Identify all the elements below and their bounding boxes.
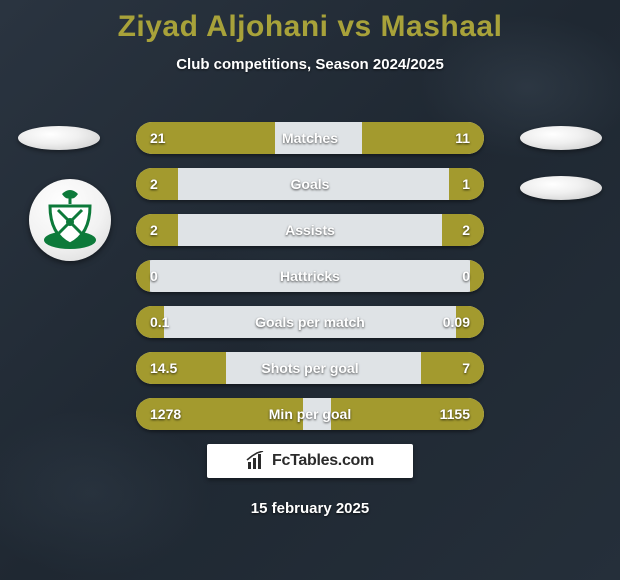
stat-label: Goals per match (136, 306, 484, 338)
player-slot-right-2 (520, 176, 602, 200)
stat-label: Min per goal (136, 398, 484, 430)
stat-rows: 2111Matches 21Goals 22Assists 00Hattricks 0.… (136, 122, 484, 444)
club-badge (29, 179, 111, 261)
club-crest-icon (40, 188, 100, 252)
stat-label: Hattricks (136, 260, 484, 292)
page-subtitle: Club competitions, Season 2024/2025 (0, 56, 620, 73)
player-slot-right-1 (520, 126, 602, 150)
date-label: 15 february 2025 (0, 500, 620, 517)
stat-row: 0.10.09Goals per match (136, 306, 484, 338)
stat-label: Matches (136, 122, 484, 154)
stat-row: 2111Matches (136, 122, 484, 154)
stat-row: 00Hattricks (136, 260, 484, 292)
chart-icon (246, 451, 266, 471)
stat-label: Goals (136, 168, 484, 200)
stat-row: 21Goals (136, 168, 484, 200)
page-title: Ziyad Aljohani vs Mashaal (0, 0, 620, 44)
stat-label: Assists (136, 214, 484, 246)
comparison-card: Ziyad Aljohani vs Mashaal Club competiti… (0, 0, 620, 580)
watermark-text: FcTables.com (272, 452, 374, 470)
stat-label: Shots per goal (136, 352, 484, 384)
player-slot-left-1 (18, 126, 100, 150)
stat-row: 12781155Min per goal (136, 398, 484, 430)
stat-row: 14.57Shots per goal (136, 352, 484, 384)
stat-row: 22Assists (136, 214, 484, 246)
watermark: FcTables.com (207, 444, 413, 478)
